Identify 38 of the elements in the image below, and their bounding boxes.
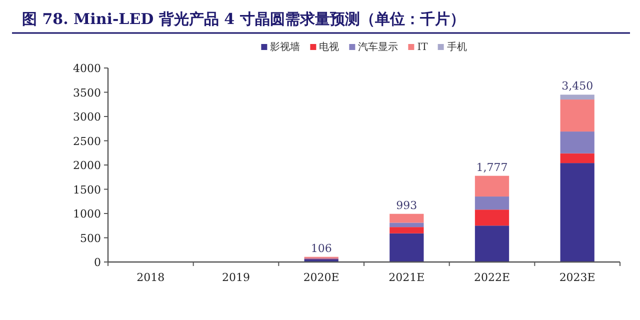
x-tick-label: 2018 <box>136 271 165 284</box>
bar <box>474 210 510 226</box>
total-label: 106 <box>310 242 332 255</box>
y-tick-label: 3500 <box>73 86 101 100</box>
bar <box>390 222 424 228</box>
y-tick-label: 0 <box>94 256 101 269</box>
x-tick-label: 2022E <box>474 271 510 284</box>
legend-label: 汽车显示 <box>358 41 398 53</box>
bar <box>560 153 594 164</box>
y-tick-label: 1500 <box>73 183 101 196</box>
chart-title: 图 78. Mini-LED 背光产品 4 寸晶圆需求量预测（单位：千片） <box>22 10 465 28</box>
y-tick-label: 2500 <box>73 134 101 148</box>
bar <box>560 94 594 100</box>
y-tick-label: 4000 <box>73 62 101 75</box>
legend-label: 手机 <box>446 41 467 53</box>
bar <box>390 214 424 223</box>
bar <box>390 227 424 234</box>
x-tick-label: 2020E <box>303 271 340 284</box>
total-label: 1,777 <box>476 160 508 174</box>
bar <box>560 132 594 154</box>
legend-label: IT <box>417 42 428 53</box>
y-tick-label: 2000 <box>73 159 101 172</box>
total-label: 3,450 <box>562 80 594 93</box>
x-tick-label: 2021E <box>388 271 425 284</box>
bar <box>474 176 510 197</box>
bar <box>560 100 594 132</box>
bar <box>390 233 424 262</box>
y-tick-label: 3000 <box>73 110 101 124</box>
total-label: 993 <box>396 198 418 212</box>
legend-label: 影视墙 <box>270 41 300 53</box>
bar <box>560 163 594 262</box>
bar <box>474 226 510 262</box>
x-tick-label: 2019 <box>222 271 250 284</box>
legend-label: 电视 <box>319 41 340 53</box>
y-tick-label: 500 <box>80 232 101 245</box>
y-tick-label: 1000 <box>73 208 101 220</box>
x-tick-label: 2023E <box>559 271 596 284</box>
bar <box>474 196 510 210</box>
